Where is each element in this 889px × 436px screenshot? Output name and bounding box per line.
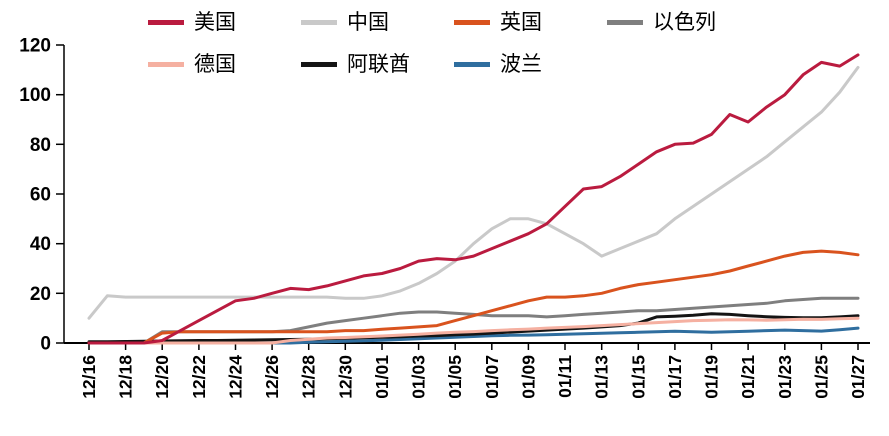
svg-text:01/13: 01/13 [592,355,612,399]
legend-swatch [148,61,184,67]
svg-text:40: 40 [30,234,51,255]
svg-text:80: 80 [30,135,51,156]
svg-text:12/28: 12/28 [299,355,319,399]
legend-item-china: 中国 [301,8,454,36]
svg-text:12/24: 12/24 [226,355,246,399]
legend-item-israel: 以色列 [607,8,760,36]
legend-label: 英国 [500,9,542,34]
legend-swatch [301,61,337,67]
svg-text:12/22: 12/22 [189,355,209,399]
legend-label: 波兰 [500,51,542,76]
svg-text:01/03: 01/03 [409,355,429,399]
svg-text:01/07: 01/07 [482,355,502,399]
svg-text:01/27: 01/27 [848,355,868,399]
legend-item-uk: 英国 [454,8,607,36]
svg-text:12/26: 12/26 [262,355,282,399]
legend-item-poland: 波兰 [454,50,607,78]
svg-text:0: 0 [40,334,51,355]
svg-text:01/19: 01/19 [702,355,722,399]
legend-item-germany: 德国 [148,50,301,78]
legend-swatch [454,61,490,67]
chart-legend: 美国 中国 英国 以色列 德国 阿联酋 波兰 [148,8,760,78]
svg-text:01/17: 01/17 [665,355,685,399]
legend-item-usa: 美国 [148,8,301,36]
svg-text:12/20: 12/20 [152,355,172,399]
svg-text:12/30: 12/30 [335,355,355,399]
legend-label: 中国 [347,9,389,34]
legend-label: 德国 [194,51,236,76]
legend-label: 以色列 [653,9,716,34]
svg-text:12/16: 12/16 [79,355,99,399]
legend-swatch [454,19,490,25]
legend-label: 阿联酋 [347,51,410,76]
svg-text:60: 60 [30,185,51,206]
legend-swatch [148,19,184,25]
svg-text:01/21: 01/21 [738,355,758,399]
svg-text:20: 20 [30,284,51,305]
svg-text:01/11: 01/11 [555,355,575,398]
svg-text:01/15: 01/15 [628,355,648,399]
legend-swatch [607,19,643,25]
svg-text:01/09: 01/09 [518,355,538,399]
svg-text:120: 120 [19,36,51,57]
svg-text:01/23: 01/23 [775,355,795,399]
legend-label: 美国 [194,9,236,34]
svg-text:01/05: 01/05 [445,355,465,399]
legend-item-uae: 阿联酋 [301,50,454,78]
legend-swatch [301,19,337,25]
svg-text:01/01: 01/01 [372,355,392,399]
svg-text:01/25: 01/25 [811,355,831,399]
svg-text:100: 100 [19,85,51,106]
svg-text:12/18: 12/18 [116,355,136,399]
